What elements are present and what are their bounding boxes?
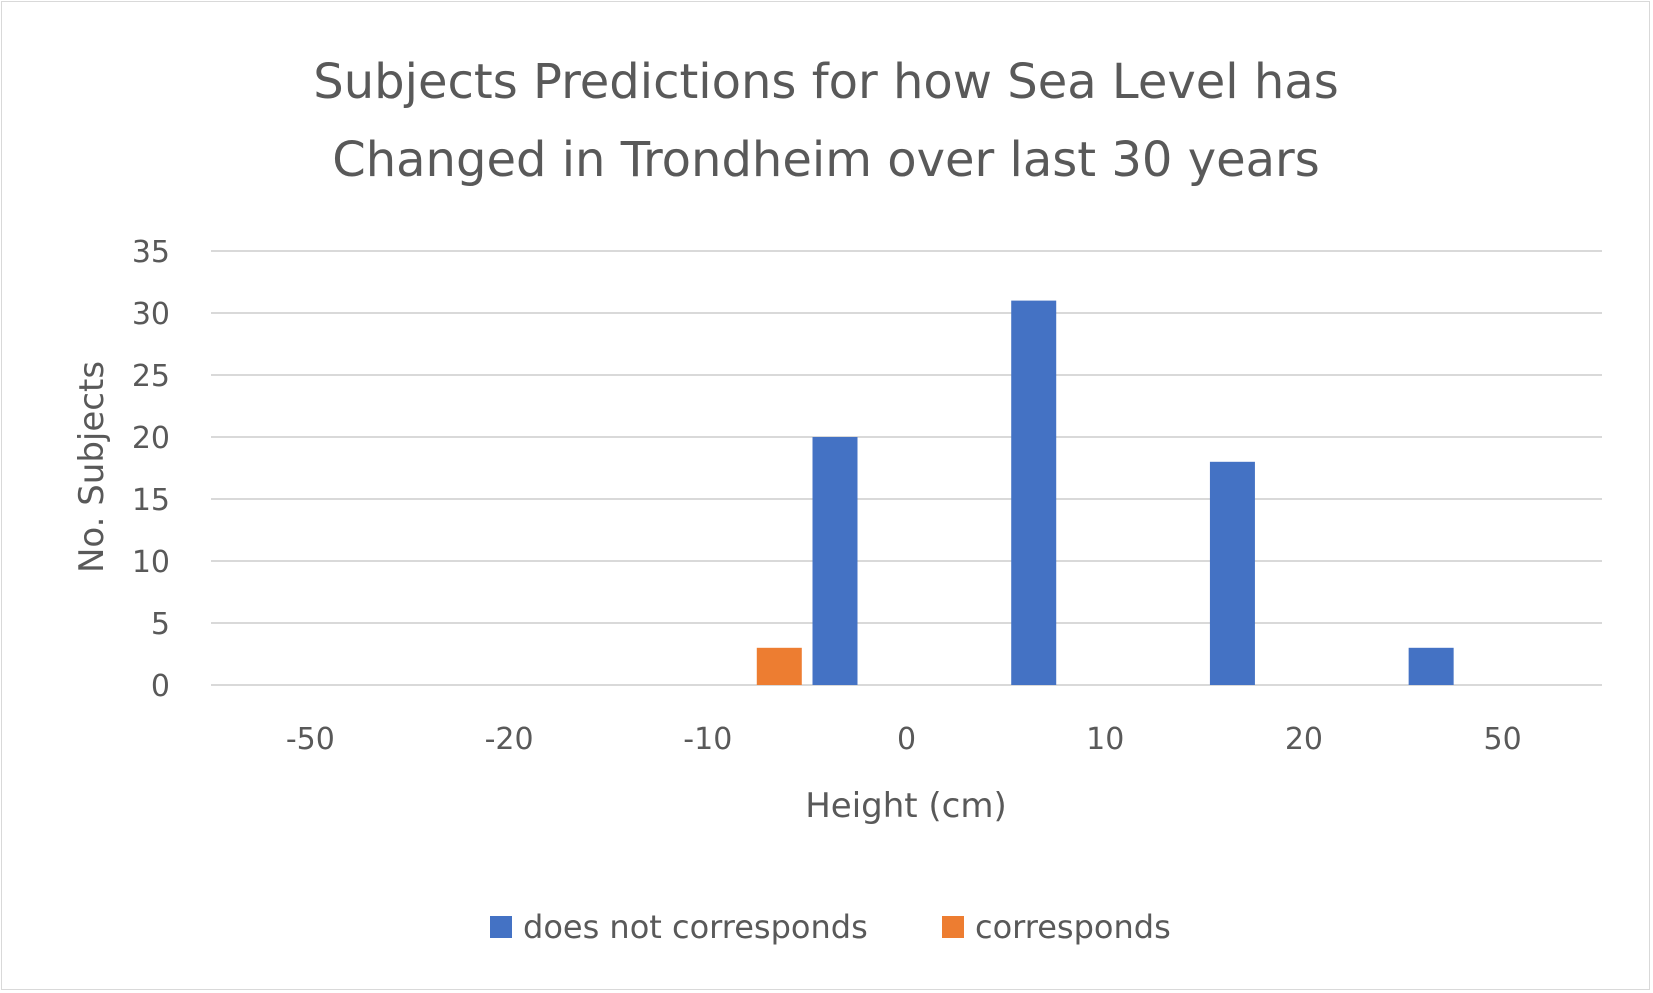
x-tick-label: 0	[897, 722, 916, 757]
legend-swatch	[490, 916, 512, 938]
x-tick-label: -50	[286, 722, 335, 757]
y-tick-label: 20	[132, 421, 170, 456]
bar	[812, 437, 858, 685]
x-tick-label: 50	[1484, 722, 1522, 757]
bar	[756, 647, 802, 685]
bars	[756, 300, 1454, 685]
chart-title: Subjects Predictions for how Sea Level h…	[313, 54, 1338, 188]
y-tick-label: 0	[151, 669, 170, 704]
chart-title-line-1: Subjects Predictions for how Sea Level h…	[313, 54, 1338, 110]
bar	[1011, 300, 1057, 685]
bar	[1209, 461, 1255, 685]
y-tick-label: 5	[151, 607, 170, 642]
y-tick-label: 30	[132, 297, 170, 332]
y-tick-label: 15	[132, 483, 170, 518]
x-tick-label: -10	[683, 722, 732, 757]
x-axis-ticks: -50 -20 -10 0 10 20 50	[286, 722, 1522, 757]
y-axis-title: No. Subjects	[72, 361, 112, 573]
legend-item: corresponds	[942, 908, 1171, 946]
legend-label: corresponds	[975, 908, 1171, 946]
legend-item: does not corresponds	[490, 908, 868, 946]
y-tick-label: 10	[132, 545, 170, 580]
y-tick-label: 35	[132, 235, 170, 270]
y-tick-label: 25	[132, 359, 170, 394]
chart-title-line-2: Changed in Trondheim over last 30 years	[332, 132, 1320, 188]
x-tick-label: -20	[485, 722, 534, 757]
gridlines	[211, 250, 1602, 686]
legend-swatch	[942, 916, 964, 938]
x-axis-title: Height (cm)	[805, 786, 1007, 826]
x-tick-label: 10	[1086, 722, 1124, 757]
bar	[1408, 647, 1454, 685]
legend: does not corresponds corresponds	[490, 908, 1171, 946]
legend-label: does not corresponds	[523, 908, 868, 946]
y-axis-ticks: 0 5 10 15 20 25 30 35	[132, 235, 170, 704]
x-tick-label: 20	[1285, 722, 1323, 757]
